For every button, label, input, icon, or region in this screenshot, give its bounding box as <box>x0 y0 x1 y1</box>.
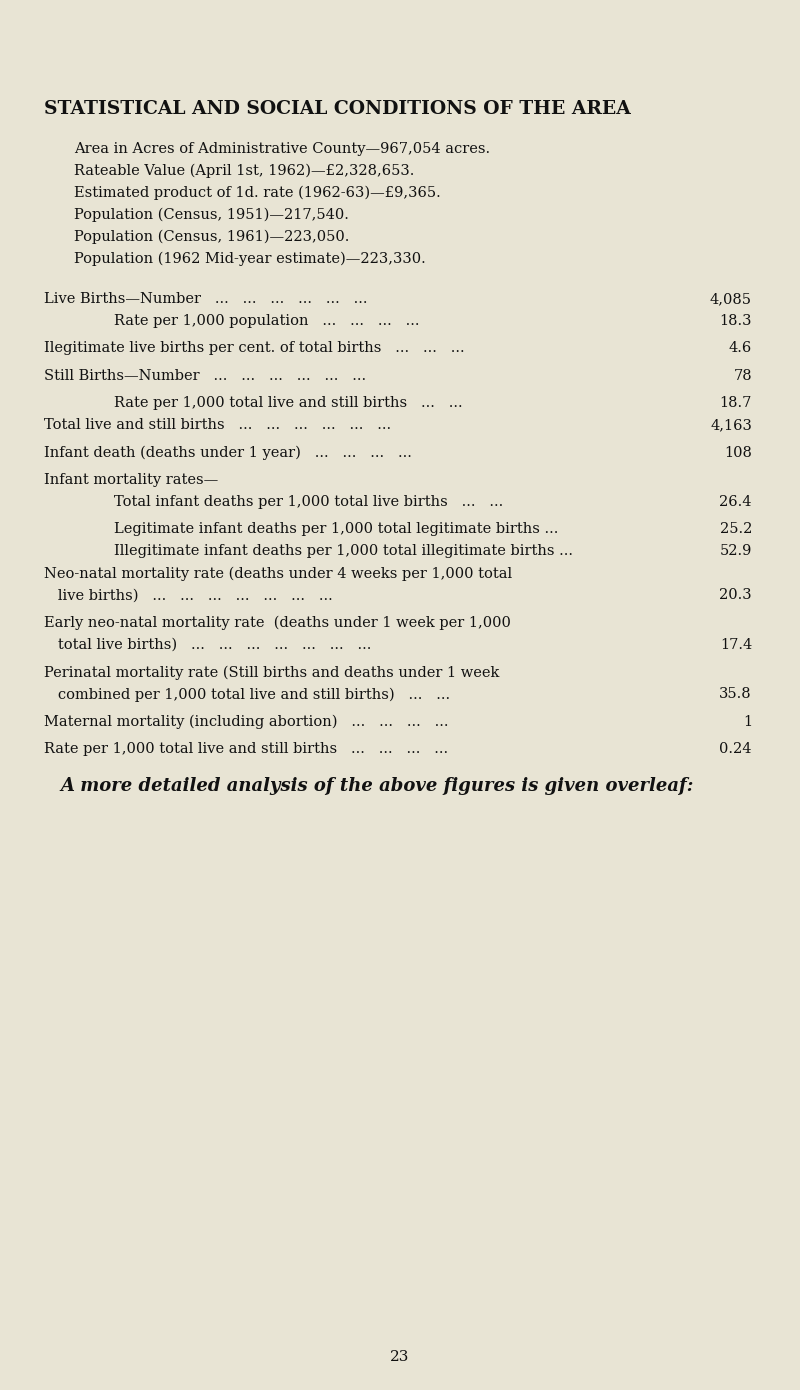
Text: Legitimate infant deaths per 1,000 total legitimate births ...: Legitimate infant deaths per 1,000 total… <box>114 523 558 537</box>
Text: Area in Acres of Administrative County—967,054 acres.: Area in Acres of Administrative County—9… <box>74 142 490 156</box>
Text: Rate per 1,000 total live and still births   ...   ...: Rate per 1,000 total live and still birt… <box>114 396 462 410</box>
Text: Population (Census, 1951)—217,540.: Population (Census, 1951)—217,540. <box>74 208 349 222</box>
Text: Population (1962 Mid-year estimate)—223,330.: Population (1962 Mid-year estimate)—223,… <box>74 252 426 267</box>
Text: STATISTICAL AND SOCIAL CONDITIONS OF THE AREA: STATISTICAL AND SOCIAL CONDITIONS OF THE… <box>44 100 630 118</box>
Text: Ilegitimate live births per cent. of total births   ...   ...   ...: Ilegitimate live births per cent. of tot… <box>44 342 465 356</box>
Text: Total infant deaths per 1,000 total live births   ...   ...: Total infant deaths per 1,000 total live… <box>114 495 503 509</box>
Text: Rate per 1,000 population   ...   ...   ...   ...: Rate per 1,000 population ... ... ... ..… <box>114 314 419 328</box>
Text: total live births)   ...   ...   ...   ...   ...   ...   ...: total live births) ... ... ... ... ... .… <box>44 638 371 652</box>
Text: 4,085: 4,085 <box>710 292 752 306</box>
Text: combined per 1,000 total live and still births)   ...   ...: combined per 1,000 total live and still … <box>44 687 450 702</box>
Text: live births)   ...   ...   ...   ...   ...   ...   ...: live births) ... ... ... ... ... ... ... <box>44 588 333 602</box>
Text: Perinatal mortality rate (Still births and deaths under 1 week: Perinatal mortality rate (Still births a… <box>44 666 499 680</box>
Text: Early neo-natal mortality rate  (deaths under 1 week per 1,000: Early neo-natal mortality rate (deaths u… <box>44 616 511 630</box>
Text: 4,163: 4,163 <box>710 418 752 432</box>
Text: 26.4: 26.4 <box>719 495 752 509</box>
Text: Maternal mortality (including abortion)   ...   ...   ...   ...: Maternal mortality (including abortion) … <box>44 714 449 728</box>
Text: Infant death (deaths under 1 year)   ...   ...   ...   ...: Infant death (deaths under 1 year) ... .… <box>44 446 412 460</box>
Text: 108: 108 <box>724 446 752 460</box>
Text: 25.2: 25.2 <box>720 523 752 537</box>
Text: 1: 1 <box>743 714 752 728</box>
Text: 23: 23 <box>390 1350 410 1364</box>
Text: 18.3: 18.3 <box>719 314 752 328</box>
Text: Rate per 1,000 total live and still births   ...   ...   ...   ...: Rate per 1,000 total live and still birt… <box>44 742 448 756</box>
Text: A more detailed analysis of the above figures is given overleaf:: A more detailed analysis of the above fi… <box>60 777 694 795</box>
Text: Neo-natal mortality rate (deaths under 4 weeks per 1,000 total: Neo-natal mortality rate (deaths under 4… <box>44 566 512 581</box>
Text: Infant mortality rates—: Infant mortality rates— <box>44 473 218 486</box>
Text: Live Births—Number   ...   ...   ...   ...   ...   ...: Live Births—Number ... ... ... ... ... .… <box>44 292 367 306</box>
Text: 18.7: 18.7 <box>720 396 752 410</box>
Text: 4.6: 4.6 <box>729 342 752 356</box>
Text: Still Births—Number   ...   ...   ...   ...   ...   ...: Still Births—Number ... ... ... ... ... … <box>44 368 366 382</box>
Text: 0.24: 0.24 <box>719 742 752 756</box>
Text: 17.4: 17.4 <box>720 638 752 652</box>
Text: Rateable Value (April 1st, 1962)—£2,328,653.: Rateable Value (April 1st, 1962)—£2,328,… <box>74 164 414 178</box>
Text: 78: 78 <box>734 368 752 382</box>
Text: Total live and still births   ...   ...   ...   ...   ...   ...: Total live and still births ... ... ... … <box>44 418 391 432</box>
Text: 35.8: 35.8 <box>719 687 752 701</box>
Text: Population (Census, 1961)—223,050.: Population (Census, 1961)—223,050. <box>74 229 350 245</box>
Text: 20.3: 20.3 <box>719 588 752 602</box>
Text: Illegitimate infant deaths per 1,000 total illegitimate births ...: Illegitimate infant deaths per 1,000 tot… <box>114 545 573 559</box>
Text: Estimated product of 1d. rate (1962-63)—£9,365.: Estimated product of 1d. rate (1962-63)—… <box>74 186 441 200</box>
Text: 52.9: 52.9 <box>720 545 752 559</box>
